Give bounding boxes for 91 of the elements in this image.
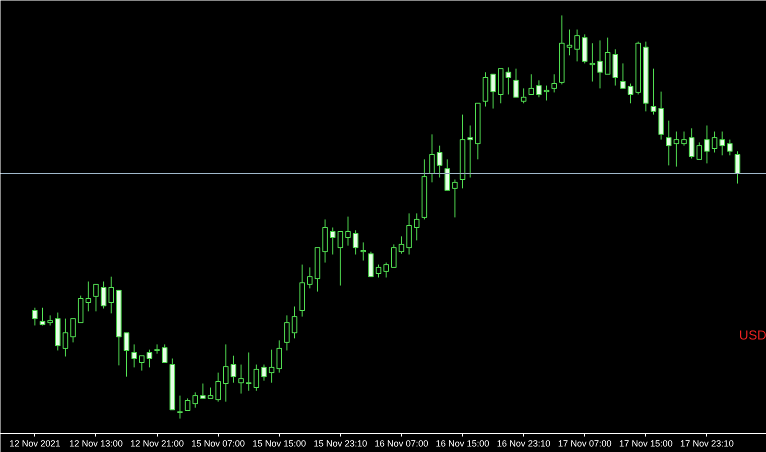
candlestick	[162, 344, 168, 364]
candlestick	[208, 387, 214, 399]
candlestick	[40, 307, 46, 326]
candlestick	[383, 262, 389, 278]
candlestick	[215, 372, 221, 402]
candlestick	[582, 34, 588, 64]
candlestick	[138, 355, 145, 372]
candlestick	[674, 131, 680, 168]
candlestick	[146, 349, 152, 368]
candlestick	[93, 284, 99, 312]
x-tick-label: 17 Nov 07:00	[558, 438, 612, 448]
candlestick	[574, 29, 580, 62]
candlestick	[230, 355, 236, 384]
candlestick	[727, 139, 733, 156]
candlestick	[566, 29, 572, 56]
candlestick	[650, 68, 656, 116]
candlestick	[490, 74, 496, 110]
candlestick	[261, 364, 267, 382]
x-tick-label: 12 Nov 2021	[9, 438, 60, 448]
candlestick	[177, 395, 183, 420]
candlestick	[719, 131, 725, 156]
candlestick	[620, 62, 626, 89]
x-tick-label: 17 Nov 23:10	[680, 438, 734, 448]
candlestick	[696, 142, 702, 160]
candlestick	[284, 314, 290, 351]
candlestick	[32, 307, 38, 326]
candlestick	[246, 352, 252, 392]
candlestick	[444, 158, 450, 191]
candlestick	[506, 66, 512, 95]
x-tick-label: 12 Nov 13:00	[69, 438, 123, 448]
candlestick	[307, 266, 313, 289]
candlestick	[536, 80, 542, 98]
candlestick	[544, 85, 550, 101]
candlestick	[590, 42, 596, 82]
candlestick	[528, 74, 534, 95]
candlestick	[154, 344, 160, 354]
candlestick	[124, 332, 130, 378]
candlestick	[467, 124, 473, 178]
candlestick	[254, 364, 260, 392]
x-tick-label: 16 Nov 15:00	[436, 438, 490, 448]
candlestick	[666, 120, 672, 166]
candlestick	[482, 72, 488, 108]
candlestick	[352, 230, 358, 255]
candlestick	[345, 216, 351, 246]
candlestick	[368, 251, 374, 278]
annotation: USD	[739, 328, 766, 343]
candlestick	[513, 68, 519, 98]
candlestick	[520, 88, 526, 104]
candlestick	[100, 281, 106, 310]
candlestick	[612, 48, 618, 86]
candlestick	[376, 264, 382, 278]
x-tick-label: 12 Nov 21:00	[130, 438, 184, 448]
x-tick-label: 15 Nov 15:00	[252, 438, 306, 448]
candlestick	[452, 179, 458, 218]
candlestick	[734, 150, 740, 184]
candlestick	[108, 276, 114, 314]
candlestick	[360, 242, 366, 262]
candlestick	[398, 236, 404, 254]
candlestick	[131, 344, 137, 368]
candlestick	[628, 83, 634, 104]
candlestick	[414, 212, 420, 241]
candlestick	[704, 124, 710, 164]
candlestick	[429, 134, 435, 183]
candlestick	[268, 349, 274, 384]
x-tick-label: 16 Nov 07:00	[374, 438, 428, 448]
candlestick	[681, 131, 687, 146]
candlestick	[238, 364, 244, 394]
x-tick-label: 16 Nov 23:10	[496, 438, 550, 448]
candlestick	[200, 383, 206, 399]
candlestick	[192, 392, 198, 408]
candlestick	[62, 318, 68, 357]
candlestick	[330, 226, 336, 255]
candlestick	[391, 244, 397, 268]
candlestick	[688, 128, 694, 160]
candlestick	[276, 340, 282, 374]
candlestick	[338, 231, 344, 286]
candlestick	[597, 40, 603, 89]
candlestick	[47, 314, 53, 326]
candlestick	[223, 344, 229, 402]
x-tick-label: 15 Nov 23:10	[314, 438, 368, 448]
candlestick	[292, 306, 298, 339]
candlestick	[551, 74, 557, 93]
candlestick	[70, 318, 76, 343]
x-tick-label: 17 Nov 15:00	[619, 438, 673, 448]
candlestick	[604, 37, 610, 75]
candlestick	[184, 398, 190, 412]
candlestick	[712, 131, 718, 153]
x-tick-label: 15 Nov 07:00	[191, 438, 245, 448]
candlestick	[406, 212, 412, 255]
candlestick	[436, 145, 442, 178]
candlestick	[86, 281, 92, 312]
